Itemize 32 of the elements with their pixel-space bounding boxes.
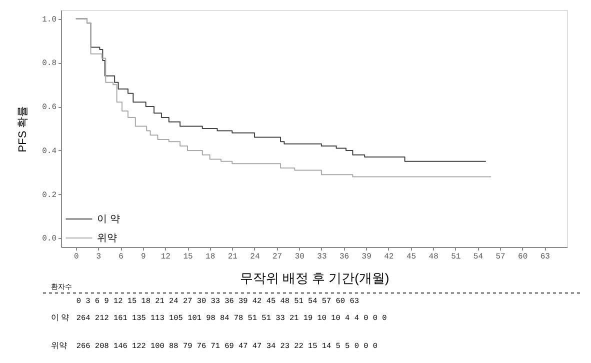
x-tick-label: 9	[140, 252, 146, 262]
x-tick-label: 45	[406, 252, 416, 262]
x-tick-label: 0	[74, 252, 79, 262]
x-axis-title: 무작위 배정 후 기간(개월)	[240, 270, 390, 286]
x-tick-label: 51	[451, 252, 461, 262]
x-tick-label: 54	[473, 252, 484, 262]
y-tick-label: 0.4	[42, 146, 57, 156]
x-tick-label: 21	[228, 252, 238, 262]
x-tick-label: 15	[183, 252, 193, 262]
y-axis-title: PFS 확률	[17, 106, 30, 152]
x-tick-label: 12	[160, 252, 171, 262]
x-tick-label: 30	[294, 252, 305, 262]
x-tick-label: 60	[518, 252, 528, 262]
x-tick-label: 33	[317, 252, 327, 262]
x-tick-label: 48	[428, 252, 439, 262]
y-tick-label: 0.2	[42, 190, 57, 200]
legend-label: 위약	[97, 233, 117, 244]
x-tick-label: 57	[496, 252, 506, 262]
x-tick-label: 3	[96, 252, 102, 262]
x-tick-label: 63	[540, 252, 550, 262]
x-tick-label: 42	[384, 252, 394, 262]
x-tick-label: 27	[272, 252, 282, 262]
y-tick-label: 0.0	[42, 234, 57, 244]
y-tick-label: 0.8	[42, 59, 57, 68]
y-tick-label: 0.6	[42, 103, 57, 112]
legend-label: 이 약	[97, 214, 120, 225]
x-tick-label: 39	[362, 252, 372, 262]
x-tick-label: 24	[250, 252, 260, 262]
y-tick-label: 1.0	[42, 15, 57, 24]
x-tick-label: 36	[339, 252, 350, 262]
x-tick-label: 18	[206, 252, 216, 262]
x-tick-label: 6	[118, 252, 124, 262]
